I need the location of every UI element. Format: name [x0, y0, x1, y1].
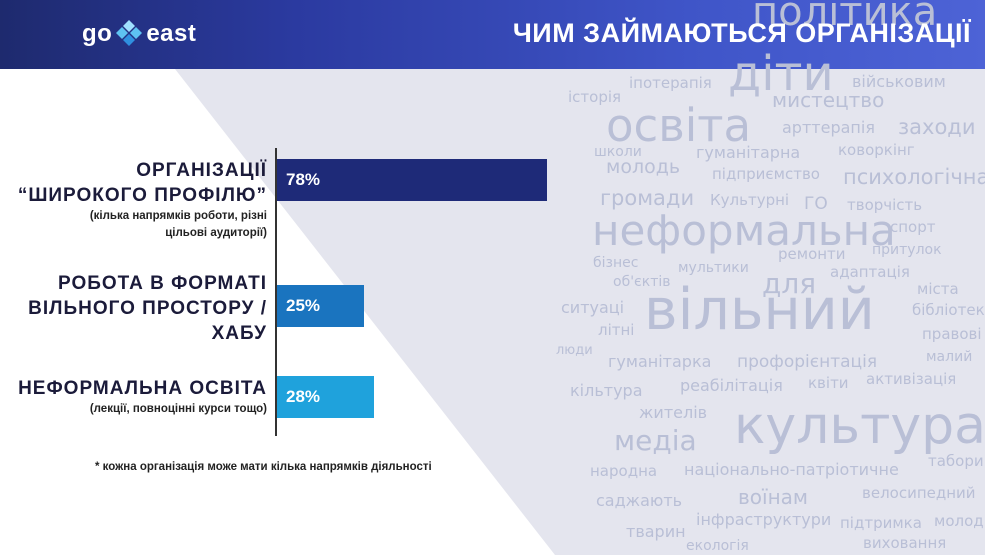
page-title: ЧИМ ЗАЙМАЮТЬСЯ ОРГАНІЗАЦІЇ: [512, 18, 971, 48]
word-cloud-word: бібліотек: [912, 301, 985, 319]
word-cloud-word: освіта: [606, 99, 752, 152]
category-subtitle-line: цільові аудиторії): [165, 227, 267, 239]
word-cloud-word: табори: [928, 452, 984, 470]
bar: [277, 285, 364, 327]
word-cloud-word: культура: [734, 396, 985, 456]
word-cloud-word: люди: [556, 343, 593, 358]
word-cloud-word: школи: [594, 144, 642, 160]
word-cloud-word: реабілітація: [680, 376, 783, 395]
word-cloud-word: народна: [590, 462, 658, 480]
header-bar: go east: [0, 0, 985, 69]
word-cloud-word: підприємство: [712, 165, 820, 183]
bar-value-label: 78%: [286, 170, 321, 189]
word-cloud-word: міста: [917, 280, 959, 298]
word-cloud-word: арттерапія: [782, 118, 875, 137]
category-label: ОРГАНІЗАЦІЇ “ШИРОКОГО ПРОФІЛЮ” (кілька нап…: [18, 158, 267, 242]
word-cloud-word: психологічна: [843, 165, 985, 189]
word-cloud-word: об'єктів: [613, 274, 671, 290]
word-cloud-word: творчість: [847, 196, 923, 214]
category-title-line: НЕФОРМАЛЬНА ОСВІТА: [18, 378, 267, 399]
bar: [277, 376, 374, 418]
category-label: НЕФОРМАЛЬНА ОСВІТА (лекції, повноцінні ку…: [18, 376, 267, 418]
word-cloud-word: неформальна: [592, 206, 896, 255]
word-cloud-word: бізнес: [593, 255, 639, 271]
word-cloud-word: ГО: [804, 194, 828, 214]
word-cloud-word: літні: [598, 321, 635, 339]
bar-value-label: 28%: [286, 387, 321, 406]
bar: [277, 159, 547, 201]
word-cloud-word: велосипедний: [862, 484, 976, 502]
word-cloud-word: гуманітарка: [608, 352, 712, 371]
word-cloud-word: історія: [568, 88, 622, 106]
goeast-logo: go east: [82, 14, 196, 54]
word-cloud-word: медіа: [614, 424, 697, 457]
word-cloud-word: правові: [922, 325, 982, 343]
word-cloud-word: адаптація: [830, 263, 910, 281]
category-title-line: ОРГАНІЗАЦІЇ: [136, 160, 267, 181]
word-cloud-word: ситуаці: [561, 298, 625, 317]
word-cloud-word: вільний: [644, 277, 875, 343]
category-title-line: РОБОТА В ФОРМАТІ: [58, 273, 267, 294]
word-cloud-word: профорієнтація: [737, 352, 878, 372]
word-cloud-word: заходи: [898, 115, 976, 139]
chart-axis-line: [275, 148, 277, 436]
word-cloud-word: для: [762, 267, 817, 300]
word-cloud-word: саджають: [596, 491, 683, 510]
word-cloud-word: коворкінг: [838, 141, 915, 159]
word-cloud-word: ремонти: [778, 245, 846, 263]
word-cloud-word: мистецтво: [772, 88, 885, 112]
category-title-line: “ШИРОКОГО ПРОФІЛЮ”: [17, 185, 267, 206]
word-cloud-word: спорт: [890, 218, 936, 236]
category-label: РОБОТА В ФОРМАТІ ВІЛЬНОГО ПРОСТОРУ / ХАБУ: [28, 271, 267, 346]
word-cloud-word: гуманітарна: [696, 143, 801, 162]
word-cloud-word: притулок: [872, 242, 942, 258]
word-cloud-word: військовим: [852, 72, 946, 91]
word-cloud-word: молод: [934, 512, 984, 530]
bar-value-label: 25%: [286, 296, 321, 315]
word-cloud-word: інфраструктури: [696, 510, 832, 529]
category-title-line: ХАБУ: [211, 323, 267, 344]
word-cloud-word: активізація: [866, 370, 957, 388]
category-subtitle-line: (лекції, повноцінні курси тощо): [89, 403, 267, 415]
word-cloud-word: воїнам: [738, 485, 808, 509]
word-cloud-word: тварин: [626, 522, 686, 541]
word-cloud-word: малий: [926, 349, 973, 365]
footnote: * кожна організація може мати кілька нап…: [95, 461, 432, 473]
word-cloud-word: іпотерапія: [629, 74, 712, 92]
category-title-line: ВІЛЬНОГО ПРОСТОРУ /: [28, 298, 267, 319]
word-cloud-word: екологія: [686, 538, 749, 554]
word-cloud-word: мультики: [678, 260, 749, 276]
logo-text-right: east: [146, 20, 197, 47]
word-cloud-word: кільтура: [570, 381, 643, 400]
logo-text-left: go: [82, 20, 113, 47]
word-cloud-word: жителів: [639, 403, 708, 422]
word-cloud-word: виховання: [863, 534, 947, 552]
word-cloud-word: Культурні: [710, 191, 790, 209]
word-cloud-word: діти: [728, 46, 834, 102]
word-cloud-word: національно-патріотичне: [684, 460, 899, 479]
logo-diamond-icon: [116, 20, 143, 46]
word-cloud-word: підтримка: [840, 514, 922, 532]
word-cloud-word: політика: [752, 0, 938, 35]
category-subtitle-line: (кілька напрямків роботи, різні: [89, 210, 267, 222]
word-cloud-word: квіти: [808, 374, 849, 392]
word-cloud-word: молодь: [606, 156, 681, 178]
word-cloud-word: громади: [600, 186, 695, 210]
